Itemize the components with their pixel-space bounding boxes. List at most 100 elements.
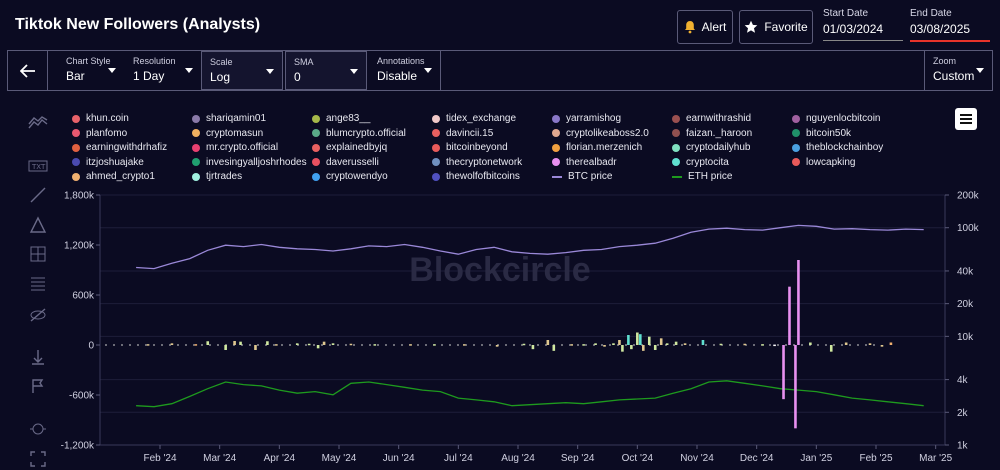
legend-label: cryptocita	[686, 156, 729, 168]
measure-icon[interactable]	[26, 346, 50, 368]
left-tick-label: 1,800k	[64, 191, 95, 202]
legend-label: BTC price	[568, 171, 613, 182]
x-tick-label: Apr '24	[264, 453, 296, 464]
alert-button[interactable]: Alert	[677, 10, 733, 44]
x-tick-label: Mar '25	[919, 453, 952, 464]
legend-dot-swatch	[792, 114, 800, 123]
triangle-icon[interactable]	[26, 214, 50, 236]
magnet-icon[interactable]	[26, 418, 50, 440]
data-bar	[868, 343, 872, 345]
resolution-value: 1 Day	[133, 69, 165, 83]
data-bar	[701, 340, 705, 345]
back-button[interactable]	[8, 51, 48, 90]
legend-item[interactable]: florian.merzenich	[552, 142, 642, 153]
legend-item[interactable]: explainedbyjq	[312, 142, 387, 153]
legend-dot-swatch	[72, 114, 80, 123]
flag-icon[interactable]	[26, 375, 50, 397]
data-bar	[603, 345, 606, 347]
eth-price-line	[136, 380, 924, 408]
data-bar	[618, 340, 621, 345]
line-icon[interactable]	[26, 184, 50, 206]
legend-item[interactable]: ahmed_crypto1	[72, 171, 155, 182]
legend-item[interactable]: earnwithrashid	[672, 113, 751, 124]
start-date-label: Start Date	[823, 8, 869, 19]
data-bar	[331, 343, 335, 345]
legend-label: cryptodailyhub	[686, 142, 751, 153]
legend-item[interactable]: blumcrypto.official	[312, 128, 406, 139]
legend-label: thecryptonetwork	[446, 156, 523, 168]
legend-dot-swatch	[432, 143, 440, 152]
legend-item[interactable]: tjrtrades	[192, 171, 242, 182]
zoom-select[interactable]: Zoom Custom	[924, 51, 992, 90]
resolution-label: Resolution	[133, 56, 176, 66]
data-bar	[495, 345, 499, 347]
legend-item[interactable]: tidex_exchange	[432, 113, 516, 124]
legend-item[interactable]: cryptowendyo	[312, 171, 388, 182]
legend-item[interactable]: therealbadr	[552, 157, 617, 168]
legend-item[interactable]: cryptolikeaboss2.0	[552, 128, 649, 139]
data-bar	[295, 343, 299, 345]
chart-style-select[interactable]: Chart Style Bar	[58, 51, 124, 90]
legend-item[interactable]: thewolfofbitcoins	[432, 171, 520, 182]
legend-item[interactable]: ange83__	[312, 113, 371, 124]
x-tick-label: Aug '24	[501, 453, 535, 464]
scale-select[interactable]: Scale Log	[201, 51, 283, 90]
annotations-select[interactable]: Annotations Disable	[369, 51, 441, 90]
legend-item[interactable]: invesingyalljoshrhodes	[192, 157, 307, 168]
legend-item[interactable]: lowcapking	[792, 157, 855, 168]
legend-dot-swatch	[552, 143, 560, 152]
favorite-button[interactable]: Favorite	[739, 10, 813, 44]
legend-item[interactable]: ETH price	[672, 171, 732, 182]
legend-item[interactable]: bitcoin50k	[792, 128, 851, 139]
data-bar	[630, 345, 633, 350]
hamburger-line	[960, 122, 972, 124]
chart-style-label: Chart Style	[66, 56, 111, 66]
legend-dot-swatch	[552, 114, 560, 123]
legend-dot-swatch	[192, 129, 200, 137]
grid-icon[interactable]	[26, 243, 50, 265]
legend-item[interactable]: davincii.15	[432, 128, 493, 139]
data-bar	[170, 343, 174, 345]
trend-icon[interactable]	[26, 112, 50, 134]
watermark: Blockcircle	[409, 251, 590, 289]
legend-item[interactable]: daverusselli	[312, 157, 379, 168]
legend-item[interactable]: thecryptonetwork	[432, 157, 522, 168]
legend-item[interactable]: cryptocita	[672, 157, 729, 168]
legend-item[interactable]: mr.crypto.official	[192, 142, 278, 153]
legend-item[interactable]: nguyenlocbitcoin	[792, 113, 881, 124]
legend-label: planfomo	[86, 127, 128, 139]
right-tick-label: 40k	[957, 266, 974, 277]
sma-select[interactable]: SMA 0	[285, 51, 367, 90]
legend-dot-swatch	[792, 143, 800, 152]
end-date-field[interactable]: End Date 03/08/2025	[910, 8, 990, 42]
legend-item[interactable]: yarramishog	[552, 113, 621, 124]
svg-text:TXT: TXT	[31, 163, 46, 171]
data-bar	[194, 344, 198, 346]
chart-menu-button[interactable]	[955, 108, 977, 130]
legend-item[interactable]: bitcoinbeyond	[432, 142, 508, 153]
start-date-field[interactable]: Start Date 01/03/2024	[823, 8, 903, 41]
legend-label: shariqamin01	[206, 113, 267, 124]
legend-item[interactable]: itzjoshuajake	[72, 157, 144, 168]
legend-item[interactable]: theblockchainboy	[792, 142, 883, 153]
legend-item[interactable]: faizan._haroon	[672, 128, 752, 139]
legend-label: invesingyalljoshrhodes	[206, 156, 307, 168]
legend-dot-swatch	[72, 129, 80, 137]
hide-icon[interactable]	[26, 304, 50, 326]
fib-icon[interactable]	[26, 272, 50, 294]
legend-item[interactable]: BTC price	[552, 171, 612, 182]
legend-label: daverusselli	[326, 156, 379, 168]
legend-item[interactable]: cryptomasun	[192, 128, 263, 139]
fullscreen-icon[interactable]	[26, 448, 50, 470]
legend-item[interactable]: khun.coin	[72, 113, 129, 124]
legend-dot-swatch	[672, 129, 680, 137]
text-icon[interactable]: TXT	[26, 155, 50, 177]
favorite-label: Favorite	[764, 20, 808, 34]
resolution-select[interactable]: Resolution 1 Day	[125, 51, 201, 90]
legend-item[interactable]: planfomo	[72, 128, 127, 139]
legend-item[interactable]: shariqamin01	[192, 113, 266, 124]
top-bar: Tiktok New Followers (Analysts) Alert Fa…	[0, 0, 1000, 50]
legend-item[interactable]: cryptodailyhub	[672, 142, 750, 153]
legend-item[interactable]: earningwithdrhafiz	[72, 142, 167, 153]
annotations-value: Disable	[377, 69, 418, 83]
